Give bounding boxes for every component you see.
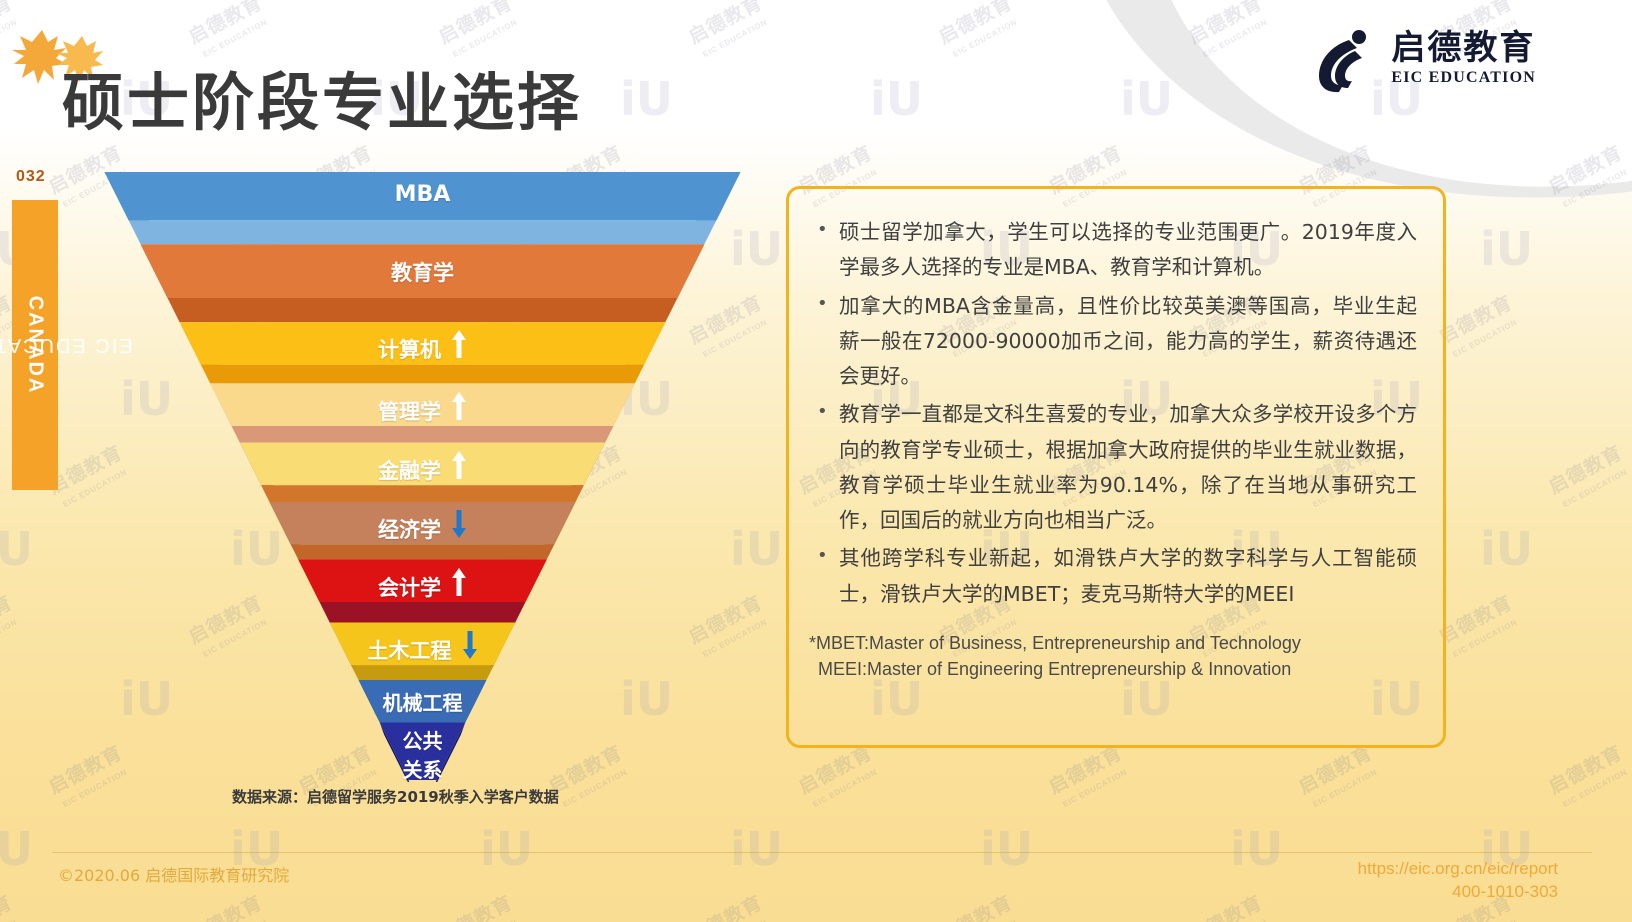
bullet-item: 其他跨学科专业新起，如滑铁卢大学的数字科学与人工智能硕士，滑铁卢大学的MBET；… [809, 541, 1417, 612]
funnel-chart: MBA 教育学 计算机 管理学 金融学 经济学 会计学 土木工程 机械工程 公共 关系 [100, 162, 745, 782]
copyright-text: ©2020.06 启德国际教育研究院 [58, 866, 290, 885]
info-panel: 硕士留学加拿大，学生可以选择的专业范围更广。2019年度入学最多人选择的专业是M… [786, 186, 1446, 748]
watermark-mark-icon: iU [480, 822, 534, 876]
bullet-item: 硕士留学加拿大，学生可以选择的专业范围更广。2019年度入学最多人选择的专业是M… [809, 215, 1417, 286]
watermark-mark-icon: iU [1480, 222, 1534, 276]
funnel-shadow-6 [290, 544, 555, 560]
funnel-bevel-left-10 [379, 722, 410, 782]
footer-divider [52, 852, 1592, 853]
footnote-meei: MEEI:Master of Engineering Entrepreneurs… [818, 658, 1292, 679]
footnote-mbet: *MBET:Master of Business, Entrepreneursh… [809, 632, 1301, 653]
funnel-shadow-1 [128, 220, 717, 245]
bullet-item: 加拿大的MBA含金量高，且性价比较英美澳等国高，毕业生起薪一般在72000-90… [809, 289, 1417, 395]
footnote-block: *MBET:Master of Business, Entrepreneursh… [809, 630, 1417, 682]
funnel-segment-7 [298, 559, 547, 603]
funnel-shadow-8 [351, 665, 494, 680]
funnel-bevel-right-10 [435, 722, 466, 782]
watermark-mark-icon: iU [870, 72, 924, 126]
funnel-shadow-7 [319, 602, 526, 623]
watermark-mark-icon: iU [0, 822, 34, 876]
funnel-segment-4 [210, 383, 635, 426]
bullet-item: 教育学一直都是文科生喜爱的专业，加拿大众多学校开设多个方向的教育学专业硕士，根据… [809, 397, 1417, 538]
maple-leaf-decoration [8, 22, 118, 102]
watermark-mark-icon: iU [980, 822, 1034, 876]
watermark-mark-icon: iU [1230, 822, 1284, 876]
funnel-segment-9 [358, 679, 487, 723]
funnel-segment-8 [329, 622, 516, 666]
funnel-shadow-2 [167, 298, 678, 323]
funnel-shadow-4 [231, 425, 614, 443]
page-title: 硕士阶段专业选择 [62, 66, 583, 139]
funnel-segment-1 [104, 172, 741, 221]
logo-english-name: EIC EDUCATION [1391, 68, 1536, 86]
funnel-segment-3 [179, 322, 666, 365]
watermark-mark-icon: iU [1120, 72, 1174, 126]
hotline-number: 400-1010-303 [1452, 881, 1558, 901]
funnel-segment-2 [140, 244, 705, 299]
page-number: 032 [16, 168, 46, 185]
bullet-list: 硕士留学加拿大，学生可以选择的专业范围更广。2019年度入学最多人选择的专业是M… [809, 215, 1417, 612]
funnel-segment-5 [239, 442, 606, 486]
logo-chinese-name: 启德教育 [1391, 27, 1536, 68]
funnel-shadow-3 [200, 364, 645, 384]
watermark-mark-icon: iU [0, 522, 34, 576]
funnel-segment-10 [379, 722, 466, 780]
watermark-mark-icon: iU [730, 822, 784, 876]
brand-logo: 启德教育 EIC EDUCATION [1301, 20, 1536, 96]
report-url[interactable]: https://eic.org.cn/eic/report [1357, 859, 1558, 878]
data-source-caption: 数据来源：启德留学服务2019秋季入学客户数据 [232, 788, 559, 806]
funnel-shadow-5 [261, 485, 584, 502]
watermark-mark-icon: iU [1480, 522, 1534, 576]
footer-contact: https://eic.org.cn/eic/report 400-1010-3… [1358, 858, 1558, 904]
eic-logo-icon [1301, 20, 1377, 96]
funnel-segment-6 [269, 501, 576, 545]
sidebar-section-tab: EIC EDUCATION / CANADA [0, 200, 133, 490]
watermark-mark-icon: iU [620, 72, 674, 126]
